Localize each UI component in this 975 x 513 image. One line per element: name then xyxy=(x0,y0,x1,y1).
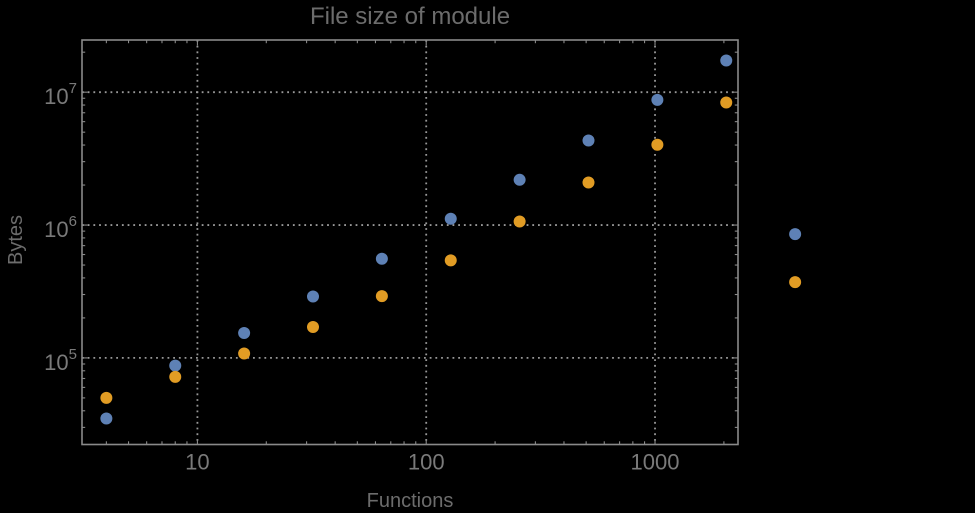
blue-series-point xyxy=(238,326,251,339)
y-tick-label-10e6: 106 xyxy=(44,213,77,242)
orange-series-point xyxy=(238,347,251,360)
orange-series-point xyxy=(513,215,526,228)
orange-series-point xyxy=(444,254,457,267)
y-axis-label: Bytes xyxy=(5,214,27,266)
blue-series-point xyxy=(513,173,526,186)
blue-series-point xyxy=(444,212,457,225)
blue-series-point xyxy=(306,290,319,303)
orange-series-point xyxy=(720,96,733,109)
orange-series-point xyxy=(169,370,182,383)
x-axis-label: Functions xyxy=(366,490,454,512)
blue-series-point xyxy=(100,412,113,425)
blue-series-point xyxy=(789,228,802,241)
blue-series-point xyxy=(169,359,182,372)
y-tick-label-10e5: 105 xyxy=(44,346,77,375)
orange-series-point xyxy=(375,290,388,303)
blue-series-point xyxy=(375,252,388,265)
orange-series-point xyxy=(651,138,664,151)
orange-series-point xyxy=(100,391,113,404)
chart-title: File size of module xyxy=(309,3,511,30)
blue-series-point xyxy=(582,134,595,147)
x-tick-label-100: 100 xyxy=(408,450,445,475)
y-tick-label-10e7: 107 xyxy=(44,80,77,109)
x-tick-label-1000: 1000 xyxy=(631,450,680,475)
plot-frame xyxy=(81,39,739,446)
x-tick-label-10: 10 xyxy=(185,450,209,475)
blue-series-point xyxy=(720,54,733,67)
blue-series-point xyxy=(651,93,664,106)
orange-series-point xyxy=(582,176,595,189)
orange-series-point xyxy=(306,320,319,333)
orange-series-point xyxy=(789,276,802,289)
